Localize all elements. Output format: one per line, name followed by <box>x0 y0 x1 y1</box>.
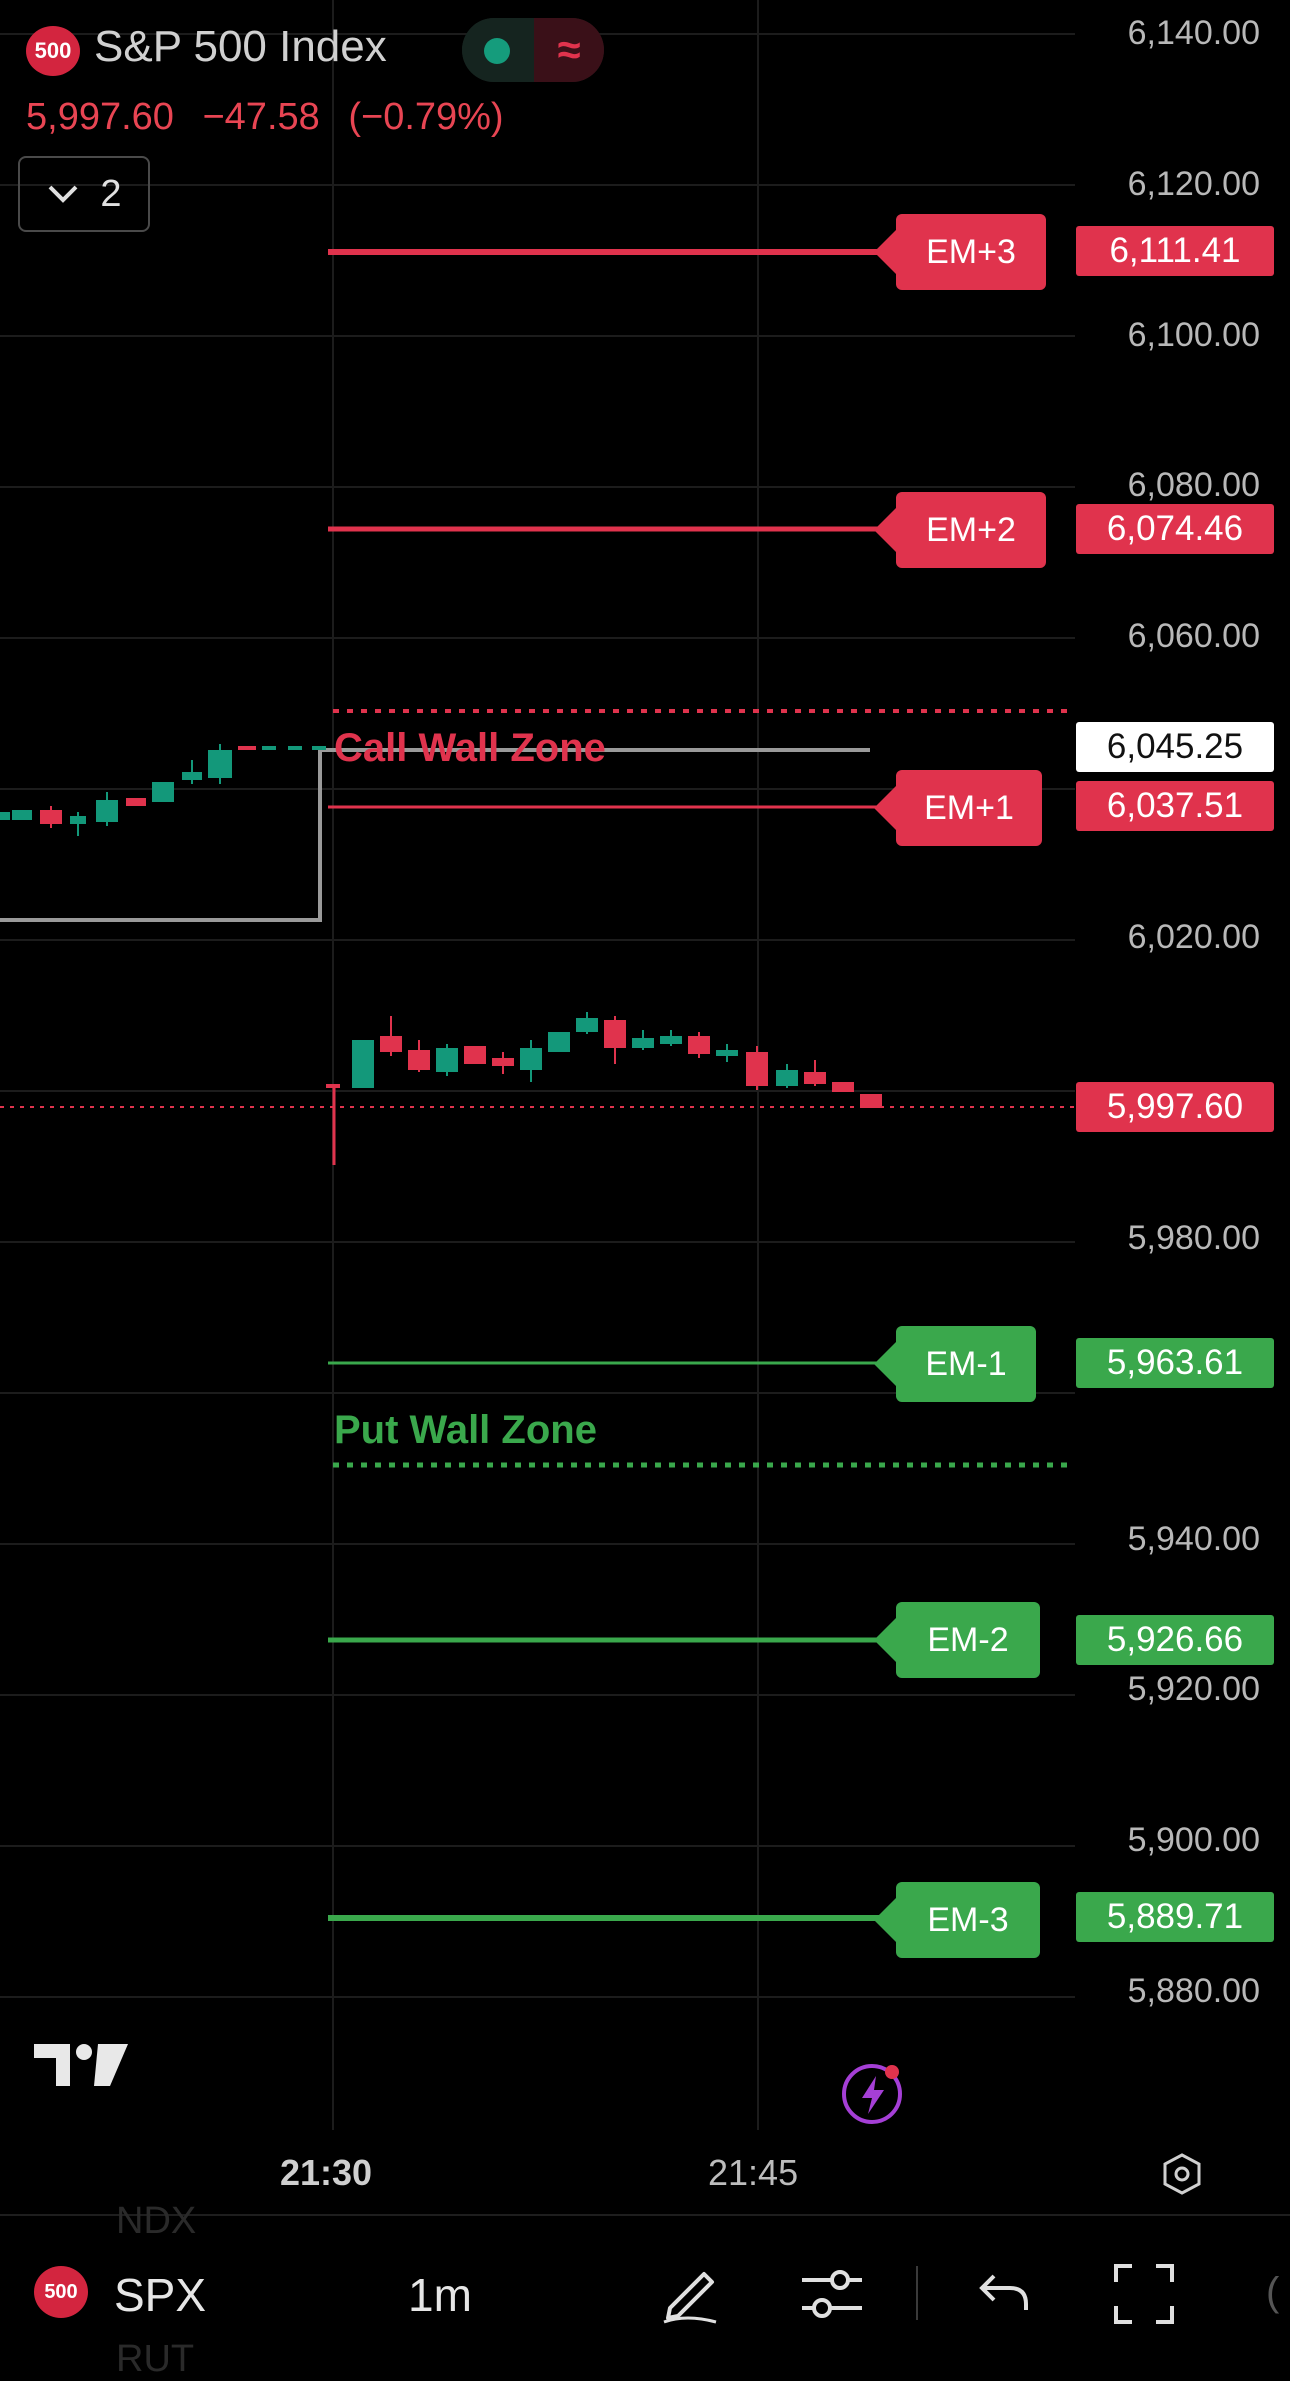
bottom-symbol[interactable]: SPX <box>114 2269 207 2321</box>
symbol-badge[interactable]: 500 <box>26 26 80 76</box>
em-plus-2-price-tag: 6,074.46 <box>1076 504 1274 554</box>
bottom-symbol-badge[interactable]: 500 <box>34 2266 88 2318</box>
axis-tick: 5,900.00 <box>1127 1821 1260 1859</box>
ghost-symbol-above: NDX <box>116 2200 197 2242</box>
quote-row: 5,997.60 −47.58 (−0.79%) <box>26 96 522 139</box>
axis-tick: 6,080.00 <box>1127 466 1260 504</box>
indicator-count: 2 <box>100 172 122 215</box>
tradingview-logo-icon[interactable] <box>32 2040 132 2090</box>
symbol-title[interactable]: S&P 500 Index <box>94 22 387 71</box>
time-label-2130: 21:30 <box>280 2152 373 2193</box>
undo-icon[interactable] <box>976 2266 1032 2318</box>
grid-lines <box>0 0 1075 2130</box>
current-price-tag: 5,997.60 <box>1076 1082 1274 1132</box>
axis-tick: 6,100.00 <box>1127 316 1260 354</box>
range-box <box>0 748 870 922</box>
market-open-dot-icon <box>484 38 510 64</box>
indicators-sliders-icon[interactable] <box>796 2262 868 2326</box>
price-change: −47.58 <box>202 96 320 138</box>
bottom-toolbar <box>0 2214 1290 2372</box>
em-minus-2-price-tag: 5,926.66 <box>1076 1615 1274 1665</box>
axis-tick: 6,060.00 <box>1127 617 1260 655</box>
indicators-collapse-button[interactable]: 2 <box>18 156 150 232</box>
em-minus-3-label[interactable]: EM-3 <box>874 1882 1040 1958</box>
axis-tick: 5,920.00 <box>1127 1670 1260 1708</box>
wave-icon: ≈ <box>534 18 604 82</box>
axis-tick: 5,940.00 <box>1127 1520 1260 1558</box>
more-edge-icon[interactable]: ( <box>1266 2270 1280 2314</box>
em-plus-2-label[interactable]: EM+2 <box>874 492 1046 568</box>
fullscreen-icon[interactable] <box>1112 2262 1176 2326</box>
last-price: 5,997.60 <box>26 96 174 138</box>
market-status-toggle[interactable]: ≈ <box>462 18 604 82</box>
ghost-symbol-below: RUT <box>116 2338 195 2380</box>
chart-canvas[interactable] <box>0 0 1290 2150</box>
em-minus-1-label[interactable]: EM-1 <box>874 1326 1036 1402</box>
candles-left <box>0 744 326 836</box>
put-wall-zone-label: Put Wall Zone <box>334 1408 597 1452</box>
axis-tick: 5,880.00 <box>1127 1972 1260 2010</box>
em-minus-2-label[interactable]: EM-2 <box>874 1602 1040 1678</box>
interval-selector[interactable]: 1m <box>408 2269 472 2321</box>
lightning-icon[interactable] <box>838 2060 906 2128</box>
candles-right <box>326 1012 882 1165</box>
toolbar-divider <box>916 2266 918 2320</box>
axis-tick: 5,980.00 <box>1127 1219 1260 1257</box>
price-change-pct: (−0.79%) <box>348 96 504 138</box>
time-label-2145: 21:45 <box>708 2152 799 2193</box>
settings-hexagon-icon[interactable] <box>1160 2152 1204 2196</box>
em-plus-3-label[interactable]: EM+3 <box>874 214 1046 290</box>
chevron-down-icon <box>49 185 78 203</box>
call-wall-zone-label: Call Wall Zone <box>334 726 606 770</box>
crosshair-price-tag: 6,045.25 <box>1076 722 1274 772</box>
em-plus-3-price-tag: 6,111.41 <box>1076 226 1274 276</box>
em-plus-1-label[interactable]: EM+1 <box>874 770 1042 846</box>
em-plus-1-price-tag: 6,037.51 <box>1076 781 1274 831</box>
em-minus-1-price-tag: 5,963.61 <box>1076 1338 1274 1388</box>
draw-pen-icon[interactable] <box>656 2258 728 2330</box>
axis-tick: 6,120.00 <box>1127 165 1260 203</box>
axis-tick: 6,140.00 <box>1127 14 1260 52</box>
em-minus-3-price-tag: 5,889.71 <box>1076 1892 1274 1942</box>
axis-tick: 6,020.00 <box>1127 918 1260 956</box>
